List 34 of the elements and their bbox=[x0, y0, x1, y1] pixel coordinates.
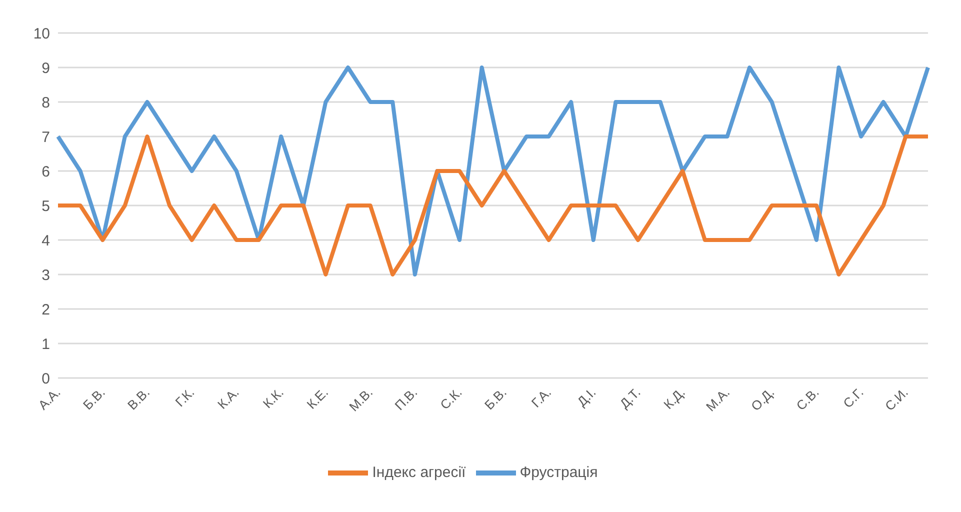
x-tick-label: К.А. bbox=[214, 384, 242, 412]
x-tick-label: Г.А. bbox=[528, 384, 554, 410]
x-tick-label: О.Д. bbox=[748, 384, 778, 414]
x-tick-label: Г.К. bbox=[172, 384, 198, 410]
y-tick-label: 4 bbox=[42, 232, 50, 250]
legend-label: Фрустрація bbox=[520, 464, 598, 481]
y-tick-label: 7 bbox=[42, 128, 50, 146]
x-tick-label: К.Е. bbox=[304, 384, 331, 412]
x-tick-label: С.Г. bbox=[840, 384, 866, 411]
x-tick-label: Б.В. bbox=[482, 384, 510, 413]
x-tick-label: Д.І. bbox=[574, 384, 599, 410]
line-series bbox=[56, 66, 930, 276]
x-tick-label: К.Д. bbox=[660, 384, 688, 412]
x-tick-label: К.К. bbox=[260, 384, 286, 412]
y-tick-label: 10 bbox=[33, 25, 50, 42]
y-tick-label: 5 bbox=[42, 198, 50, 215]
x-tick-label: А.А. bbox=[35, 384, 64, 413]
x-tick-label: М.В. bbox=[346, 384, 376, 414]
x-tick-label: Б.В. bbox=[80, 384, 108, 413]
x-tick-label: В.В. bbox=[124, 384, 153, 413]
y-tick-label: 2 bbox=[42, 301, 50, 318]
legend-label: Індекс агресії bbox=[372, 464, 466, 481]
x-tick-label: С.И. bbox=[882, 384, 911, 414]
x-tick-label: С.К. bbox=[437, 384, 465, 412]
x-tick-label: М.А. bbox=[703, 384, 733, 414]
y-tick-label: 6 bbox=[42, 163, 50, 180]
y-tick-label: 9 bbox=[42, 60, 50, 77]
y-tick-label: 8 bbox=[42, 94, 50, 112]
y-tick-label: 0 bbox=[42, 370, 50, 388]
x-tick-label: С.В. bbox=[793, 384, 822, 414]
y-tick-label: 3 bbox=[42, 266, 50, 284]
line-series bbox=[56, 134, 930, 276]
y-tick-label: 1 bbox=[42, 336, 50, 353]
x-tick-label: П.В. bbox=[392, 384, 420, 414]
